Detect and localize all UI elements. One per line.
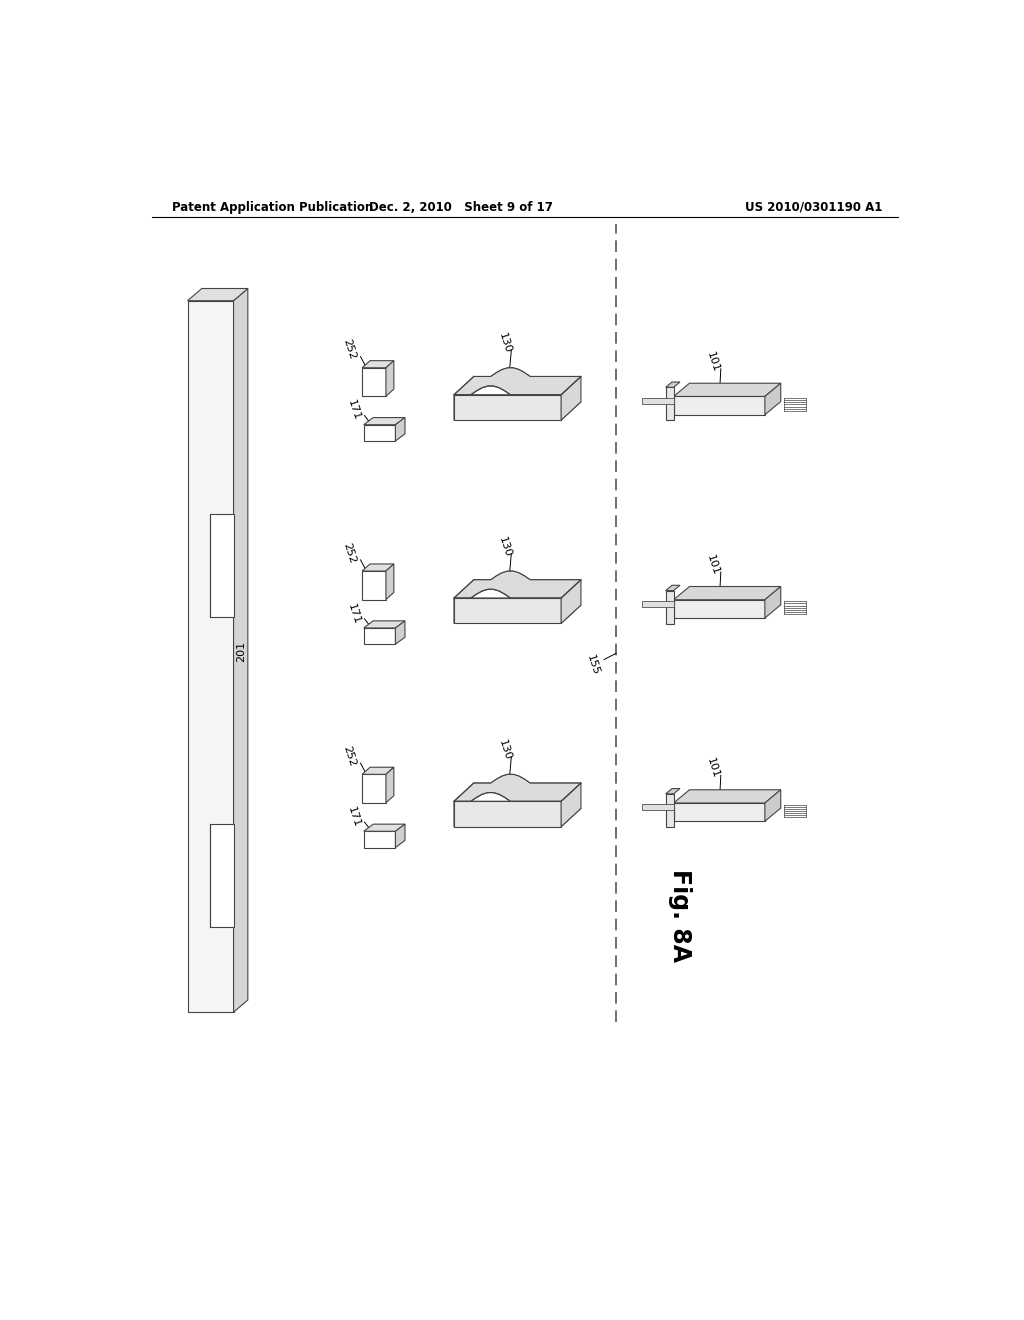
Polygon shape <box>362 368 386 396</box>
Text: Patent Application Publication: Patent Application Publication <box>172 201 373 214</box>
Polygon shape <box>362 360 394 368</box>
Bar <box>210 824 233 927</box>
Text: 130: 130 <box>497 738 513 762</box>
Polygon shape <box>362 564 394 572</box>
Polygon shape <box>364 417 404 425</box>
Polygon shape <box>395 417 404 441</box>
Text: US 2010/0301190 A1: US 2010/0301190 A1 <box>744 201 882 214</box>
Polygon shape <box>765 586 780 618</box>
Polygon shape <box>674 803 765 821</box>
Polygon shape <box>395 824 404 847</box>
Polygon shape <box>666 585 680 590</box>
Polygon shape <box>362 572 386 599</box>
Polygon shape <box>454 801 581 826</box>
Text: Dec. 2, 2010   Sheet 9 of 17: Dec. 2, 2010 Sheet 9 of 17 <box>370 201 553 214</box>
Polygon shape <box>666 590 674 623</box>
Text: 171: 171 <box>346 602 362 626</box>
Polygon shape <box>364 620 404 628</box>
Text: 130: 130 <box>497 331 513 355</box>
Polygon shape <box>666 788 680 793</box>
Polygon shape <box>666 793 674 826</box>
Polygon shape <box>561 783 581 826</box>
Polygon shape <box>386 564 394 599</box>
Polygon shape <box>454 598 581 623</box>
Polygon shape <box>395 620 404 644</box>
Polygon shape <box>454 598 561 623</box>
Polygon shape <box>362 767 394 775</box>
Polygon shape <box>233 289 248 1012</box>
Polygon shape <box>765 383 780 414</box>
Polygon shape <box>364 824 404 832</box>
Polygon shape <box>187 289 248 301</box>
Bar <box>210 515 233 618</box>
Polygon shape <box>666 381 680 387</box>
Polygon shape <box>642 397 674 404</box>
Text: 155: 155 <box>585 653 601 676</box>
Polygon shape <box>386 360 394 396</box>
Polygon shape <box>674 599 765 618</box>
Polygon shape <box>454 395 561 420</box>
Polygon shape <box>666 387 674 420</box>
Polygon shape <box>364 425 395 441</box>
Polygon shape <box>364 832 395 847</box>
Polygon shape <box>454 395 581 420</box>
Text: Fig. 8A: Fig. 8A <box>668 869 691 962</box>
Polygon shape <box>674 586 780 599</box>
Polygon shape <box>362 775 386 803</box>
Polygon shape <box>765 789 780 821</box>
Text: 252: 252 <box>341 338 357 362</box>
Polygon shape <box>386 767 394 803</box>
Polygon shape <box>674 789 780 803</box>
Polygon shape <box>674 383 780 396</box>
Text: 252: 252 <box>341 541 357 565</box>
Text: 101: 101 <box>705 350 721 374</box>
Polygon shape <box>454 775 581 801</box>
Text: 130: 130 <box>497 535 513 558</box>
Text: 101: 101 <box>705 553 721 577</box>
Polygon shape <box>642 601 674 607</box>
Polygon shape <box>187 301 233 1012</box>
Text: 252: 252 <box>341 744 357 768</box>
Text: 101: 101 <box>705 756 721 780</box>
Polygon shape <box>364 628 395 644</box>
Text: 201: 201 <box>237 640 247 661</box>
Polygon shape <box>454 368 581 395</box>
Polygon shape <box>674 396 765 414</box>
Polygon shape <box>561 579 581 623</box>
Polygon shape <box>561 376 581 420</box>
Polygon shape <box>454 572 581 598</box>
Text: 171: 171 <box>346 399 362 422</box>
Polygon shape <box>642 804 674 810</box>
Polygon shape <box>454 801 561 826</box>
Text: 171: 171 <box>346 805 362 829</box>
